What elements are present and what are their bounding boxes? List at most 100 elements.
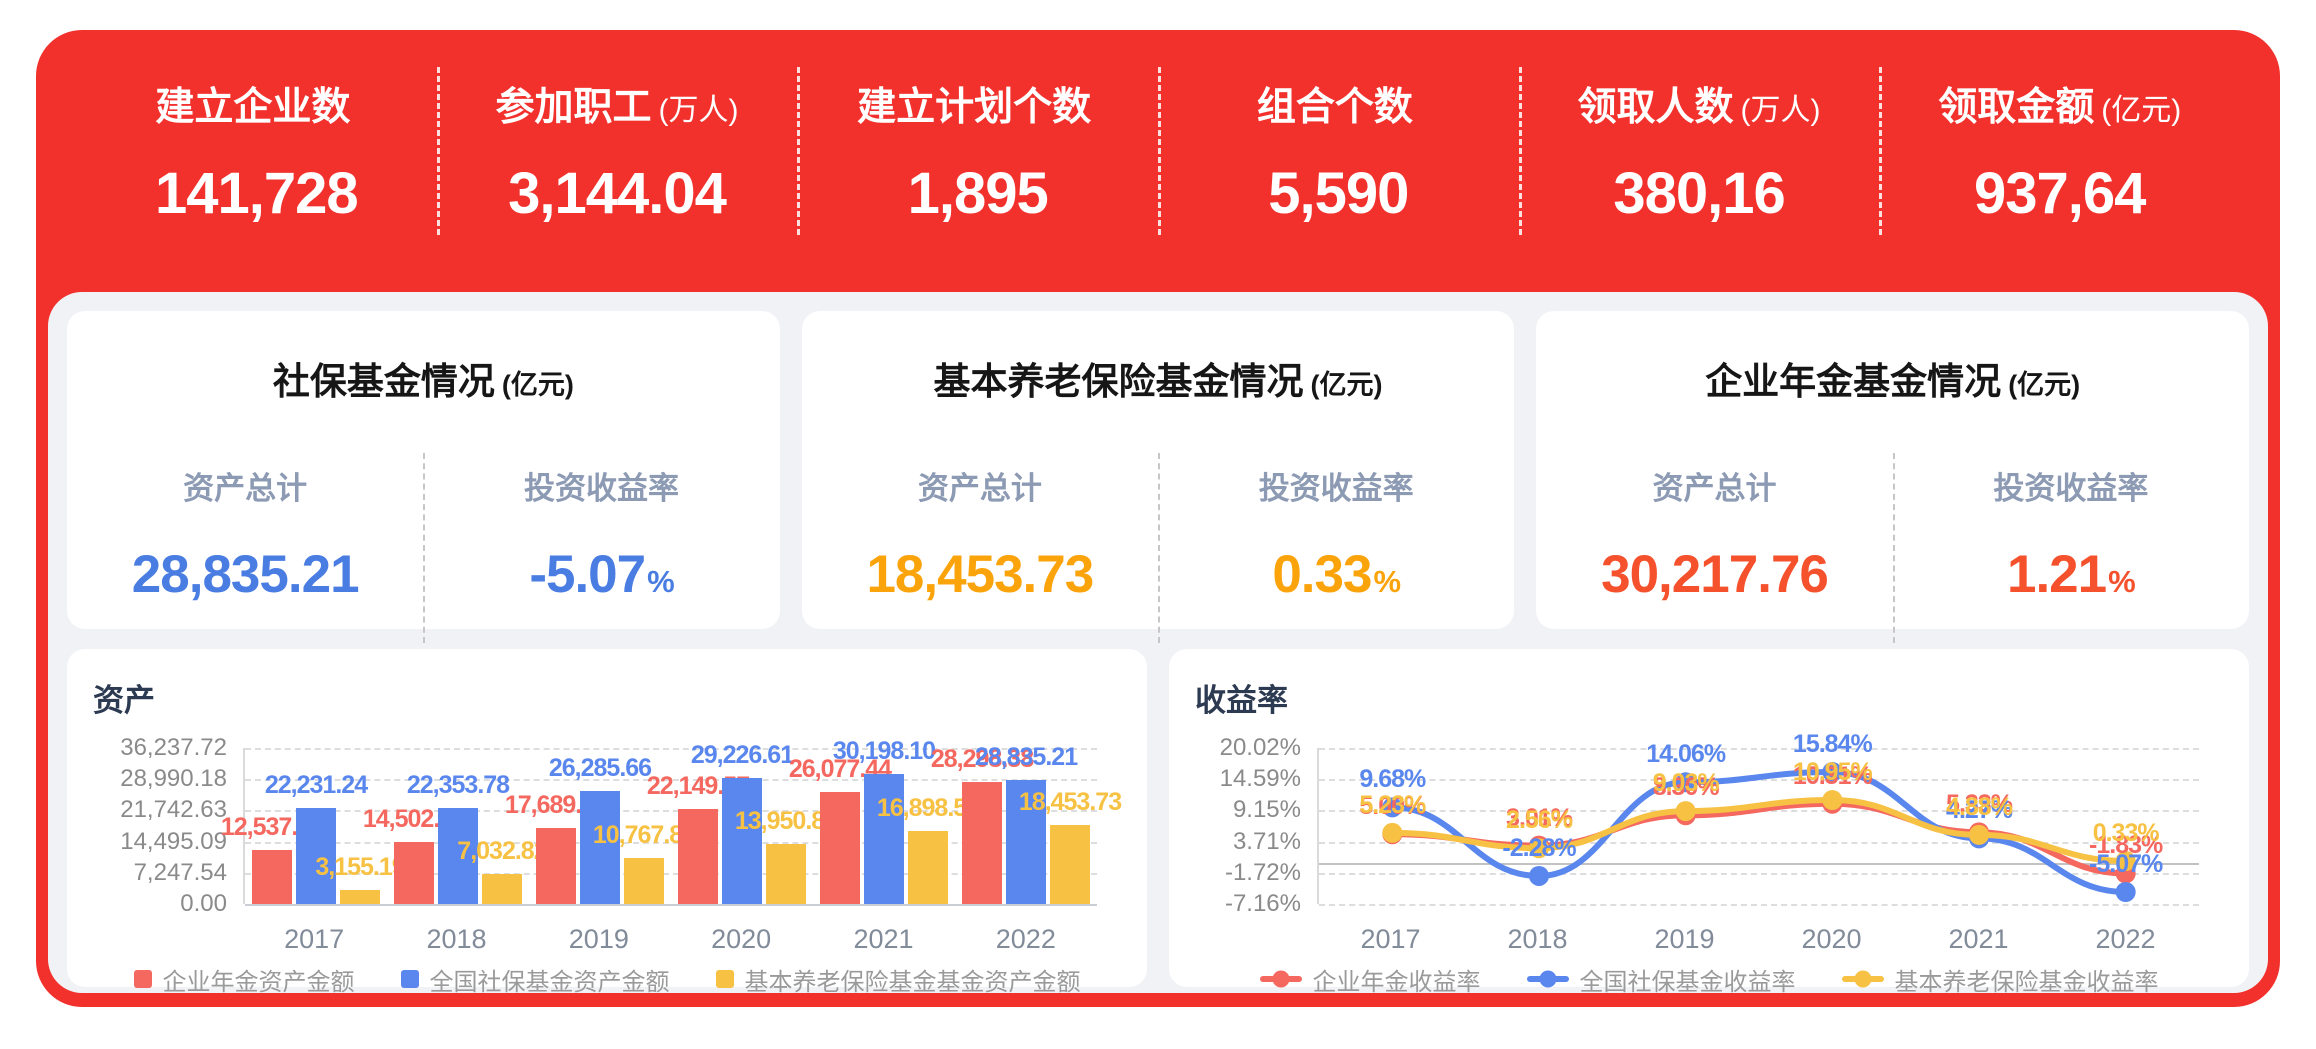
data-point xyxy=(1382,822,1403,843)
fund-cards-row: 社保基金情况 (亿元) 资产总计 28,835.21 投资收益率 -5.07% 基… xyxy=(67,311,2250,643)
bar xyxy=(1005,779,1046,904)
point-value-label: 5.00% xyxy=(1359,792,1426,821)
bar-group: 12,537.17 22,231.24 3,155.19 xyxy=(221,748,406,904)
card-body: 资产总计 18,453.73 投资收益率 0.33% xyxy=(802,453,1515,643)
point-value-label: 4.27% xyxy=(1946,796,2013,825)
line-series xyxy=(1389,797,2129,865)
x-tick-label: 2020 xyxy=(711,924,772,954)
legend-label: 基本养老保险基金收益率 xyxy=(1894,968,2159,996)
stat-value: 937,64 xyxy=(1973,160,2146,226)
bar-value-label: 28,298.38 xyxy=(930,745,1034,774)
legend-item[interactable]: 基本养老保险基金收益率 xyxy=(1841,962,2159,997)
y-tick-label: 14,495.09 xyxy=(120,827,227,855)
x-tick-label: 2017 xyxy=(284,924,345,954)
legend-item[interactable]: 全国社保基金收益率 xyxy=(1526,962,1796,997)
gridline xyxy=(245,841,1097,844)
bar xyxy=(251,850,292,904)
legend-item[interactable]: 企业年金资产金额 xyxy=(133,962,355,997)
point-value-label: 9.03% xyxy=(1652,769,1720,798)
return-rate-label: 投资收益率 xyxy=(1258,471,1414,506)
data-point xyxy=(1822,790,1843,811)
point-value-label: 14.06% xyxy=(1646,740,1726,769)
legend-square-marker xyxy=(715,970,734,988)
bar xyxy=(765,843,806,904)
gridline xyxy=(1319,748,2199,750)
stat-unit: (万人) xyxy=(658,93,739,127)
point-value-label: 9.68% xyxy=(1359,765,1426,794)
stat-enterprises: 建立企业数 141,728 xyxy=(76,76,437,227)
percent-suffix: % xyxy=(1373,564,1401,599)
legend-dot-marker xyxy=(1854,970,1871,988)
asset-total-label: 资产总计 xyxy=(1652,471,1777,506)
zero-axis-line xyxy=(1319,862,2199,865)
return-rate-value: -5.07% xyxy=(529,545,674,604)
bar xyxy=(437,807,478,904)
y-tick-label: 9.15% xyxy=(1232,796,1301,824)
legend-square-marker xyxy=(133,970,152,988)
card-title: 企业年金基金情况 (亿元) xyxy=(1705,361,2081,402)
legend-item[interactable]: 全国社保基金资产金额 xyxy=(400,962,670,997)
legend-label: 基本养老保险基金基金资产金额 xyxy=(744,968,1081,996)
return-rate-block: 投资收益率 1.21% xyxy=(1892,453,2249,643)
asset-total-value: 30,217.76 xyxy=(1601,545,1829,604)
gridline xyxy=(245,810,1097,813)
x-axis-labels: 2017 2018 2019 2020 2021 2022 xyxy=(243,924,1097,955)
plot-area-wrap: 20.02% 14.59% 9.15% 3.71% -1.72% -7.16% 5.00%… xyxy=(1195,730,2223,954)
stat-plans: 建立计划个数 1,895 xyxy=(797,76,1158,227)
legend-dot-marker xyxy=(1272,970,1289,988)
stats-banner: 建立企业数 141,728 参加职工 (万人) 3,144.04 建立计划个数 1… xyxy=(36,30,2280,272)
bar xyxy=(907,831,948,904)
card-body: 资产总计 30,217.76 投资收益率 1.21% xyxy=(1536,453,2249,643)
bar xyxy=(623,857,664,904)
card-title-unit: (亿元) xyxy=(1310,370,1383,400)
legend: 企业年金资产金额 全国社保基金资产金额 基本养老保险基金基金资产金额 xyxy=(93,962,1121,997)
point-value-label: -5.07% xyxy=(2089,850,2163,878)
legend-label: 企业年金收益率 xyxy=(1312,968,1481,996)
x-tick-label: 2021 xyxy=(853,924,914,954)
y-axis-labels: 36,237.72 28,990.18 21,742.63 14,495.09 7,24… xyxy=(93,734,243,954)
data-point xyxy=(1822,761,1843,782)
card-enterprise-annuity-fund: 企业年金基金情况 (亿元) 资产总计 30,217.76 投资收益率 1.21% xyxy=(1536,311,2250,643)
gridline xyxy=(1319,904,2199,906)
asset-total-label: 资产总计 xyxy=(183,471,308,506)
x-tick-label: 2018 xyxy=(426,924,487,954)
stat-label: 建立企业数 xyxy=(155,85,351,129)
assets-chart-title: 资产 xyxy=(93,683,155,718)
stat-withdrawn-amount: 领取金额 (亿元) 937,64 xyxy=(1879,76,2240,227)
card-basic-pension-fund: 基本养老保险基金情况 (亿元) 资产总计 18,453.73 投资收益率 0.33… xyxy=(801,311,1515,643)
y-tick-label: 0.00 xyxy=(180,890,227,917)
stat-label: 领取金额 (亿元) xyxy=(1938,85,2182,129)
y-tick-label: 36,237.72 xyxy=(120,734,227,761)
y-tick-label: 28,990.18 xyxy=(120,765,227,793)
return-rate-label: 投资收益率 xyxy=(524,471,680,506)
gridline xyxy=(245,872,1097,875)
card-body: 资产总计 28,835.21 投资收益率 -5.07% xyxy=(67,453,780,643)
point-value-label: 0.33% xyxy=(2092,819,2160,847)
gridline xyxy=(1319,872,2199,875)
x-tick-label: 2022 xyxy=(995,924,1056,954)
bar xyxy=(481,873,522,904)
stat-value: 3,144.04 xyxy=(508,160,727,226)
returns-line-chart: 收益率 20.02% 14.59% 9.15% 3.71% -1.72% -7.16% 5… xyxy=(1169,649,2249,996)
card-social-security-fund: 社保基金情况 (亿元) 资产总计 28,835.21 投资收益率 -5.07% xyxy=(67,311,780,643)
charts-row: 资产 36,237.72 28,990.18 21,742.63 14,495.09 7… xyxy=(67,649,2249,996)
bar xyxy=(863,774,904,904)
assets-bar-chart: 资产 36,237.72 28,990.18 21,742.63 14,495.09 7… xyxy=(67,649,1147,996)
bar xyxy=(721,778,762,904)
y-tick-label: 3.71% xyxy=(1232,827,1301,855)
y-tick-label: 20.02% xyxy=(1219,734,1301,761)
stat-value: 5,590 xyxy=(1268,160,1409,226)
legend-item[interactable]: 基本养老保险基金基金资产金额 xyxy=(715,962,1081,997)
return-rate-value: 0.33% xyxy=(1272,545,1401,604)
bar-group: 22,149.57 29,226.61 13,950.85 xyxy=(647,741,838,904)
card-title-unit: (亿元) xyxy=(501,370,574,400)
card-title: 社保基金情况 (亿元) xyxy=(272,361,574,402)
x-tick-label: 2019 xyxy=(568,924,629,954)
legend-item[interactable]: 企业年金收益率 xyxy=(1259,962,1481,997)
bar xyxy=(295,808,336,904)
x-tick-label: 2017 xyxy=(1360,924,1421,954)
legend-line-marker xyxy=(1259,970,1302,988)
legend-line-marker xyxy=(1526,970,1569,988)
stat-label: 建立计划个数 xyxy=(857,85,1092,129)
legend-label: 全国社保基金资产金额 xyxy=(429,968,670,996)
